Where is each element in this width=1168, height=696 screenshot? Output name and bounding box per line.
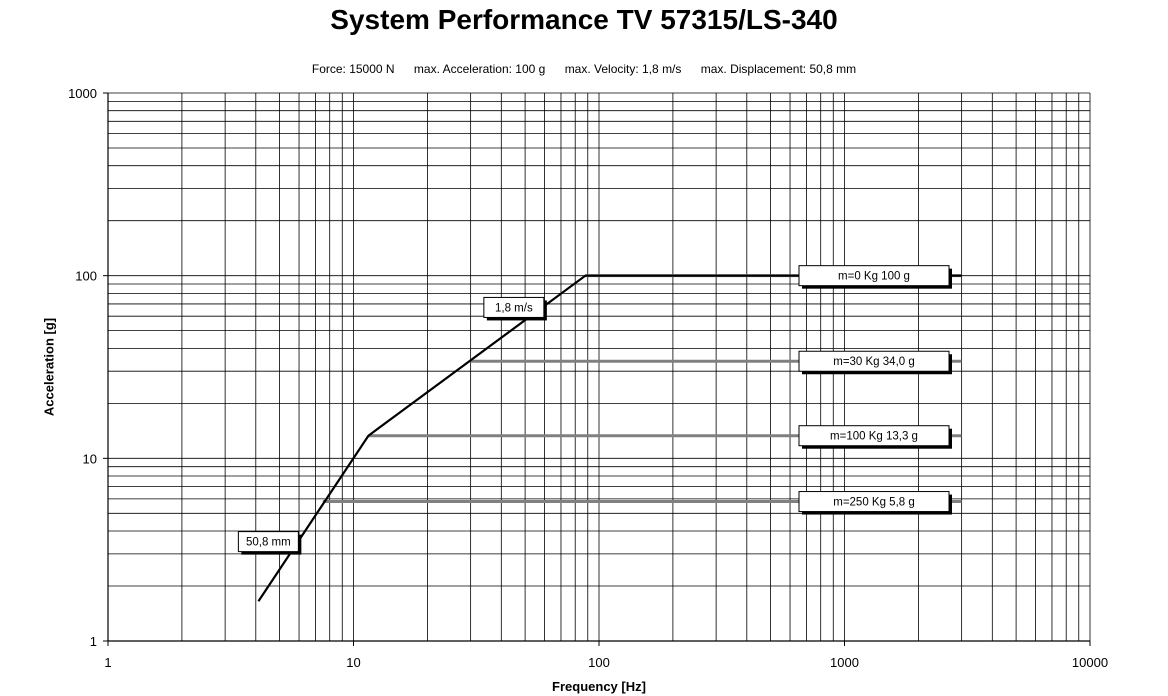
annotation-label-text: 50,8 mm	[246, 537, 291, 549]
y-tick-label: 100	[75, 269, 97, 284]
load-label-text: m=100 Kg 13,3 g	[830, 431, 918, 443]
subtitle-force: Force: 15000 N	[311, 62, 395, 76]
load-label-text: m=250 Kg 5,8 g	[833, 497, 915, 509]
y-axis-label: Acceleration [g]	[41, 317, 57, 417]
load-label-box	[798, 425, 950, 447]
line-labels: m=0 Kg 100 g m=30 Kg 34,0 g m=100 Kg 13,3 …	[237, 265, 952, 555]
y-tick-label: 1000	[68, 86, 97, 101]
grid	[107, 92, 1091, 642]
envelope	[257, 274, 962, 602]
chart-subtitle: Force: 15000 N max. Acceleration: 100 g …	[0, 62, 1168, 76]
load-lines	[322, 274, 962, 504]
x-tick-label: 1	[104, 655, 111, 670]
subtitle-displacement: max. Displacement: 50,8 mm	[700, 62, 857, 76]
x-axis-label: Frequency [Hz]	[552, 679, 646, 694]
annotation-label-box	[237, 531, 299, 553]
load-label-box	[798, 350, 950, 372]
load-label-text: m=0 Kg 100 g	[838, 271, 910, 283]
x-tick-label: 10	[346, 655, 360, 670]
annotation-label-text: 1,8 m/s	[495, 302, 533, 314]
y-tick-label: 1	[90, 634, 97, 649]
x-tick-label: 100	[588, 655, 610, 670]
load-label-text: m=30 Kg 34,0 g	[833, 356, 915, 368]
envelope-line	[257, 274, 962, 602]
y-tick-label: 10	[83, 451, 97, 466]
x-tick-label: 1000	[830, 655, 859, 670]
subtitle-acceleration: max. Acceleration: 100 g	[413, 62, 546, 76]
annotation-label-box	[483, 296, 545, 318]
load-label-box	[798, 491, 950, 513]
load-label-box	[798, 265, 950, 287]
x-tick-label: 10000	[1072, 655, 1108, 670]
tick-labels: 1 10 100 1000 10000 1 10 100 1000	[68, 86, 1108, 670]
subtitle-velocity: max. Velocity: 1,8 m/s	[564, 62, 682, 76]
chart-title: System Performance TV 57315/LS-340	[330, 4, 838, 35]
